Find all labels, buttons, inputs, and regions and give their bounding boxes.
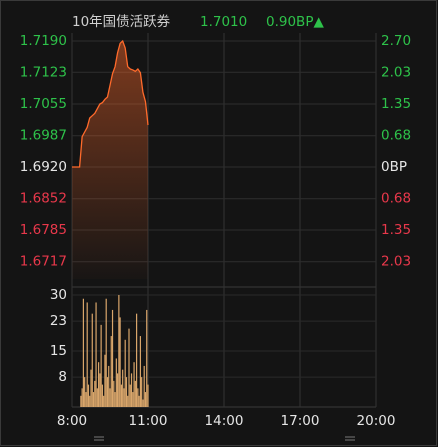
volume-bar <box>138 395 140 407</box>
y2-tick-label: 0.68 <box>381 191 411 207</box>
volume-bar <box>95 302 97 407</box>
volume-bar <box>94 380 96 407</box>
y2-tick-label: 2.03 <box>381 254 411 270</box>
volume-bar <box>137 388 139 407</box>
y2-tick-label: 1.35 <box>381 96 411 112</box>
x-tick-label: 20:00 <box>357 413 396 429</box>
y-tick-label: 15 <box>50 343 67 359</box>
volume-bar <box>132 392 134 407</box>
y-tick-label: 8 <box>58 369 67 385</box>
volume-bar <box>100 324 102 407</box>
last-price: 1.7010 <box>200 14 247 30</box>
y-tick-label: 1.6785 <box>20 222 67 238</box>
volume-bar <box>90 369 92 407</box>
x-tick-label: 11:00 <box>129 413 168 429</box>
volume-bar <box>120 384 122 407</box>
volume-bar <box>141 377 143 407</box>
volume-bar <box>130 373 133 407</box>
volume-bar <box>96 388 98 407</box>
volume-bar <box>109 388 111 407</box>
volume-bar <box>139 336 141 407</box>
x-tick-label: 8:00 <box>57 413 87 429</box>
volume-bar <box>136 313 138 407</box>
volume-bar <box>143 365 145 407</box>
volume-bar <box>80 395 82 407</box>
volume-bar <box>147 384 149 407</box>
volume-bar <box>89 395 91 407</box>
volume-bar <box>118 295 120 407</box>
y-tick-label: 1.6920 <box>20 159 67 175</box>
y-tick-label: 23 <box>50 313 67 329</box>
y2-tick-label: 1.35 <box>381 222 411 238</box>
volume-bar <box>129 384 131 407</box>
handle <box>94 436 355 441</box>
y-tick-label: 1.6852 <box>20 191 67 207</box>
chart-title: 10年国债活跃券 <box>72 14 171 30</box>
volume-bar <box>98 362 100 407</box>
volume-bar <box>125 377 128 407</box>
volume-bar <box>101 384 103 407</box>
volume-bar <box>85 392 87 407</box>
volume-bar <box>82 298 84 407</box>
y-tick-label: 30 <box>50 287 67 303</box>
y2-tick-label: 0BP <box>381 159 407 175</box>
y-tick-label: 1.7190 <box>20 33 67 49</box>
volume-bar <box>84 377 86 407</box>
change-bp: 0.90BP▲ <box>266 14 324 30</box>
volume-bar <box>110 336 112 407</box>
volume-bar <box>111 309 114 407</box>
volume-bar <box>99 373 101 407</box>
volume-bar <box>123 388 125 407</box>
y-tick-label: 1.6717 <box>20 254 67 270</box>
x-tick-label: 14:00 <box>205 413 244 429</box>
volume-bar <box>87 384 90 407</box>
volume-bar <box>117 373 119 407</box>
volume-bar <box>133 362 135 407</box>
volume-bar <box>81 388 83 407</box>
volume-bar <box>115 358 117 407</box>
volume-bar <box>124 339 126 407</box>
volume-bar <box>114 392 116 407</box>
volume-bar <box>119 317 121 407</box>
x-tick-label: 17:00 <box>281 413 320 429</box>
price-area <box>72 41 148 279</box>
y2-tick-label: 0.68 <box>381 127 411 143</box>
volume-bar <box>86 302 88 407</box>
volume-bar <box>128 328 130 407</box>
y-tick-label: 1.7055 <box>20 96 67 112</box>
volume-bar <box>113 380 115 407</box>
volume-bar <box>108 365 110 407</box>
volume-bar <box>142 399 144 407</box>
volume-bar <box>106 377 109 407</box>
y2-tick-label: 2.70 <box>381 33 411 49</box>
y-tick-label: 1.7123 <box>20 64 67 80</box>
volume-bar <box>92 392 95 407</box>
volume-bar <box>122 369 124 407</box>
volume-bar <box>104 354 106 407</box>
price-line <box>72 39 149 168</box>
volume-bar <box>105 298 107 407</box>
volume-bar <box>91 313 93 407</box>
y-tick-label: 1.6987 <box>20 128 67 144</box>
y2-tick-label: 2.03 <box>381 64 411 80</box>
volume-bar <box>103 395 105 407</box>
volume-bar <box>146 309 148 407</box>
volume-bar <box>144 392 147 407</box>
volume-bar <box>134 380 136 407</box>
volume-bar <box>127 395 129 407</box>
